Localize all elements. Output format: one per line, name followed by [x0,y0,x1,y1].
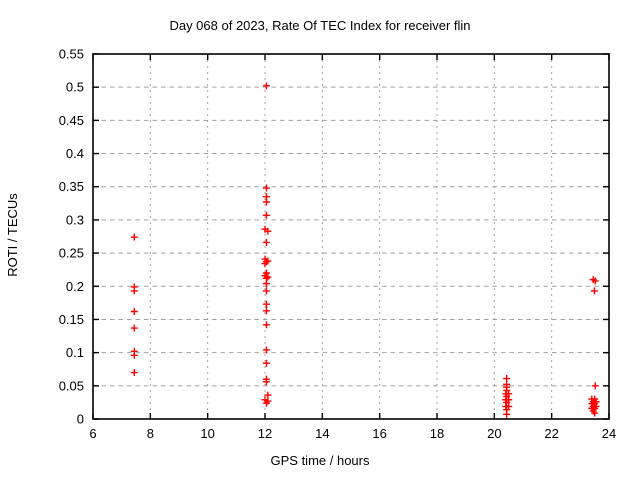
data-point [130,287,138,295]
data-point [262,82,270,90]
data-point [591,409,599,417]
x-tick-label: 14 [315,426,329,441]
data-point [590,287,598,295]
data-point [264,227,272,235]
data-point [262,346,270,354]
y-tick-label: 0.1 [66,345,84,360]
data-point [262,307,270,315]
x-tick-label: 10 [200,426,214,441]
chart-title: Day 068 of 2023, Rate Of TEC Index for r… [169,18,471,33]
y-tick-label: 0.25 [59,246,84,261]
axis-border [92,53,610,420]
data-point [591,277,599,285]
y-tick-label: 0.05 [59,378,84,393]
x-tick-label: 16 [372,426,386,441]
x-tick-label: 20 [487,426,501,441]
y-tick-label: 0.45 [59,113,84,128]
data-point [262,238,270,246]
y-tick-label: 0 [77,412,84,427]
y-tick-label: 0.4 [66,146,84,161]
data-point [262,198,270,206]
data-point [262,378,270,386]
data-point [262,300,270,308]
y-tick-label: 0.55 [59,47,84,62]
data-point [130,233,138,241]
data-point [130,307,138,315]
y-tick-label: 0.5 [66,80,84,95]
data-point [264,391,272,399]
data-point [262,211,270,219]
x-axis-label: GPS time / hours [270,453,370,468]
x-tick-label: 6 [89,426,96,441]
data-point [591,382,599,390]
x-tick-label: 22 [544,426,558,441]
data-point [130,324,138,332]
y-tick-label: 0.15 [59,312,84,327]
y-tick-label: 0.3 [66,212,84,227]
data-point [503,410,511,418]
y-tick-label: 0.35 [59,179,84,194]
data-point [262,399,270,407]
data-point [262,321,270,329]
data-point [130,369,138,377]
data-point [262,287,270,295]
x-tick-label: 18 [430,426,444,441]
data-point [262,280,270,288]
x-tick-label: 8 [147,426,154,441]
data-point [262,184,270,192]
data-point [264,273,272,281]
data-point [261,260,269,268]
data-point [130,351,138,359]
x-tick-label: 24 [602,426,616,441]
y-tick-label: 0.2 [66,279,84,294]
data-point [503,398,511,406]
x-tick-label: 12 [258,426,272,441]
data-point [503,375,511,383]
data-point [262,359,270,367]
